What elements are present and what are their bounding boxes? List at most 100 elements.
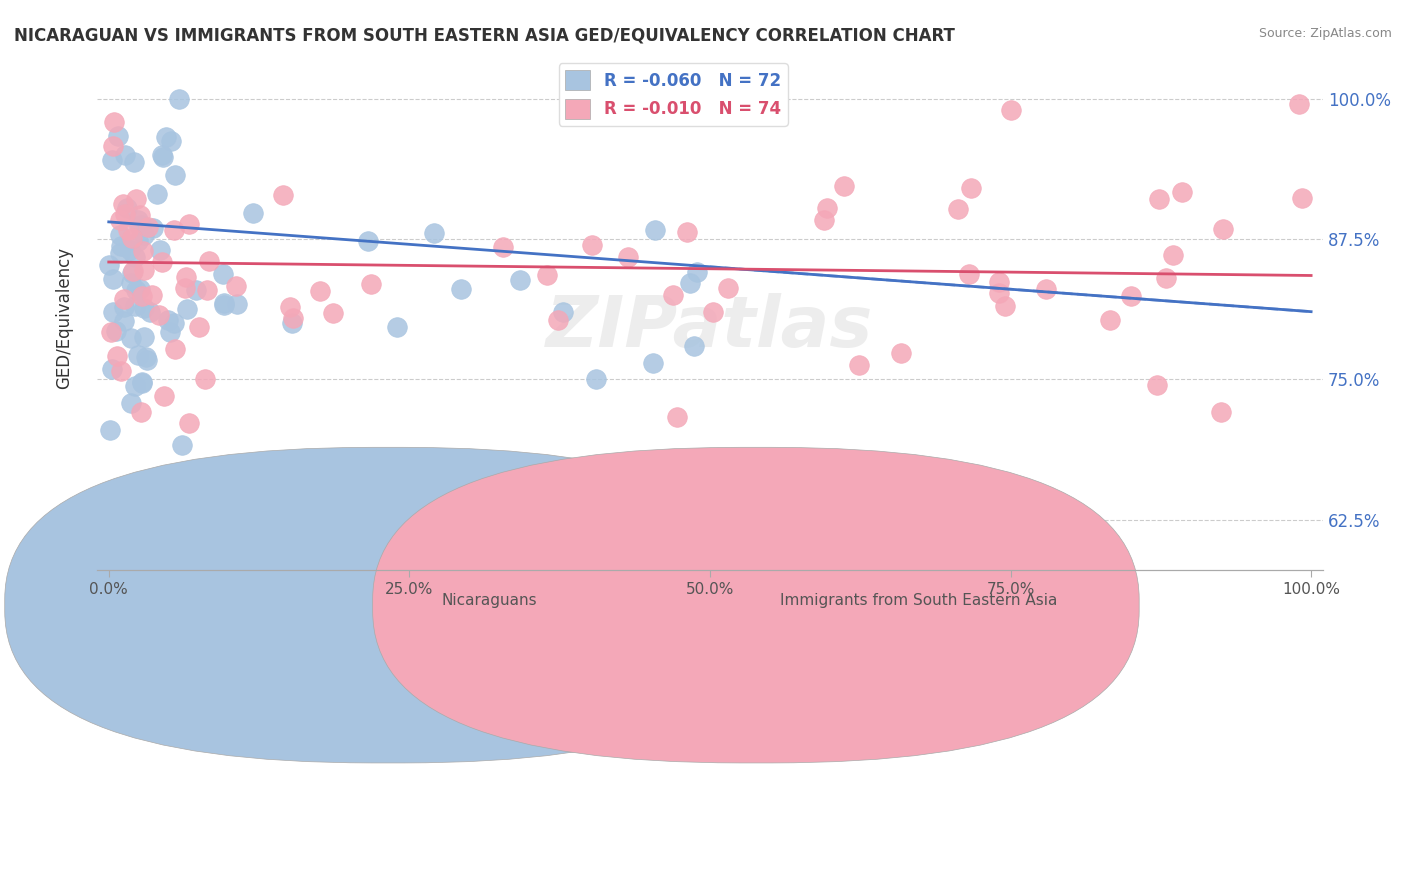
Point <box>717 281 740 295</box>
Point <box>132 244 155 258</box>
Point <box>101 153 124 167</box>
Point <box>110 246 132 260</box>
Point <box>170 438 193 452</box>
Point <box>129 208 152 222</box>
Point <box>211 267 233 281</box>
Point <box>110 239 132 253</box>
Point <box>114 207 136 221</box>
Point <box>103 138 125 153</box>
Point <box>679 276 702 290</box>
Point <box>676 225 699 239</box>
Legend: R = -0.060   N = 72, R = -0.010   N = 74: R = -0.060 N = 72, R = -0.010 N = 74 <box>558 63 787 126</box>
Point <box>129 282 152 296</box>
Point <box>127 348 149 362</box>
Point <box>547 312 569 326</box>
Point <box>115 202 138 216</box>
Point <box>165 168 187 182</box>
Point <box>1000 103 1022 117</box>
Point <box>281 316 304 330</box>
Point <box>120 331 142 345</box>
Point <box>134 301 156 315</box>
Point <box>450 282 472 296</box>
Point <box>960 180 983 194</box>
Point <box>702 305 724 319</box>
Point <box>127 234 149 248</box>
Point <box>1212 222 1234 236</box>
Point <box>1154 271 1177 285</box>
Point <box>129 219 152 233</box>
Point <box>129 405 152 419</box>
Point <box>186 283 208 297</box>
Point <box>226 297 249 311</box>
Point <box>585 372 607 386</box>
Point <box>112 197 135 211</box>
Point <box>97 258 120 272</box>
Point <box>127 213 149 227</box>
Point <box>121 266 143 280</box>
Point <box>890 345 912 359</box>
Point <box>167 92 190 106</box>
Point <box>322 305 344 319</box>
Point <box>112 292 135 306</box>
Point <box>136 353 159 368</box>
Text: Immigrants from South Eastern Asia: Immigrants from South Eastern Asia <box>780 593 1057 608</box>
Point <box>308 284 330 298</box>
Point <box>135 351 157 365</box>
Point <box>536 268 558 283</box>
Point <box>360 277 382 292</box>
Point <box>149 244 172 258</box>
Point <box>134 330 156 344</box>
Text: Source: ZipAtlas.com: Source: ZipAtlas.com <box>1258 27 1392 40</box>
Point <box>103 272 125 286</box>
Point <box>832 178 855 193</box>
Point <box>157 313 180 327</box>
Point <box>214 298 236 312</box>
Point <box>492 240 515 254</box>
Point <box>174 270 197 285</box>
Point <box>278 300 301 314</box>
Point <box>101 362 124 376</box>
Point <box>198 253 221 268</box>
Point <box>987 276 1010 290</box>
Point <box>131 375 153 389</box>
Point <box>152 151 174 165</box>
Text: ZIPatlas: ZIPatlas <box>547 293 873 362</box>
Point <box>110 364 132 378</box>
Point <box>187 320 209 334</box>
Point <box>212 296 235 310</box>
Point <box>117 222 139 236</box>
Point <box>134 227 156 242</box>
Point <box>131 289 153 303</box>
Point <box>815 202 838 216</box>
Point <box>150 255 173 269</box>
Point <box>683 339 706 353</box>
Point <box>163 316 186 330</box>
Point <box>509 272 531 286</box>
Point <box>581 238 603 252</box>
Point <box>357 235 380 249</box>
Point <box>148 308 170 322</box>
Point <box>1146 377 1168 392</box>
Point <box>155 129 177 144</box>
Point <box>142 220 165 235</box>
Point <box>948 202 970 217</box>
Point <box>644 223 666 237</box>
Point <box>641 356 664 370</box>
Point <box>1098 313 1121 327</box>
Point <box>120 396 142 410</box>
Point <box>1291 191 1313 205</box>
Point <box>120 276 142 290</box>
Point <box>138 304 160 318</box>
Point <box>957 267 980 281</box>
Point <box>242 206 264 220</box>
Point <box>848 358 870 372</box>
Point <box>1035 282 1057 296</box>
Point <box>551 305 574 319</box>
Point <box>124 299 146 313</box>
Point <box>104 324 127 338</box>
Point <box>159 134 181 148</box>
Point <box>124 378 146 392</box>
Point <box>121 231 143 245</box>
Point <box>122 264 145 278</box>
FancyBboxPatch shape <box>4 447 772 763</box>
